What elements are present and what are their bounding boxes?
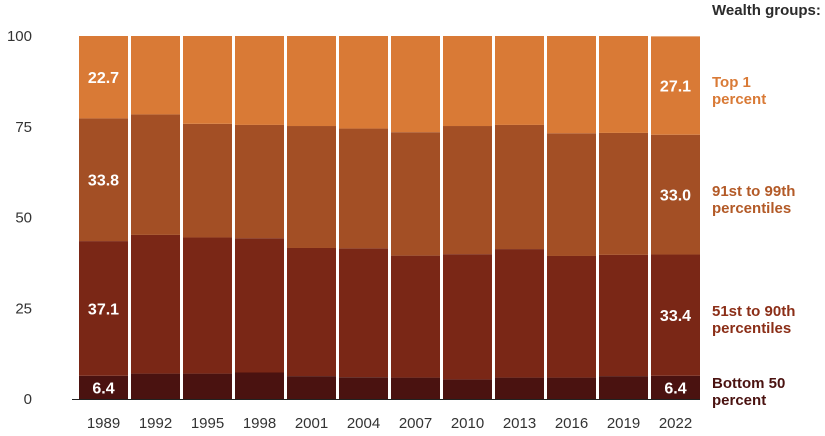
y-tick-label: 50 (15, 210, 32, 227)
bar-segment (547, 377, 596, 399)
y-tick-label: 100 (7, 28, 32, 45)
bar-segment (651, 134, 700, 255)
bar-segment (183, 123, 232, 238)
data-label: 33.8 (88, 173, 119, 190)
bar-segment (651, 254, 700, 376)
bar-segment (547, 133, 596, 256)
bar-segment (391, 255, 440, 378)
bar-segment (495, 124, 544, 250)
bar-segment (183, 373, 232, 399)
x-tick-label: 2007 (399, 415, 432, 432)
bar-segment (547, 255, 596, 378)
bar-segment (391, 377, 440, 399)
x-tick-label: 1995 (191, 415, 224, 432)
bar-segment (287, 36, 336, 127)
bar-segment (79, 375, 128, 399)
bar-segment (651, 375, 700, 399)
x-tick-label: 2010 (451, 415, 484, 432)
bar-segment (235, 238, 284, 373)
bar-segment (547, 36, 596, 134)
data-label: 22.7 (88, 70, 119, 87)
legend-item-bottom50: Bottom 50 percent (712, 375, 786, 409)
y-tick-label: 25 (15, 300, 32, 317)
bar-segment (287, 376, 336, 399)
bar-segment (235, 124, 284, 239)
x-tick-label: 2004 (347, 415, 380, 432)
data-label: 33.4 (660, 308, 691, 325)
bar-segment (599, 132, 648, 255)
x-tick-label: 1989 (87, 415, 120, 432)
bar-segment (131, 36, 180, 115)
legend-item-91-99: 91st to 99th percentiles (712, 183, 796, 217)
bar-segment (495, 377, 544, 399)
bar-segment (131, 114, 180, 235)
bar-segment (339, 377, 388, 399)
bar-segment (79, 36, 128, 119)
bar-segment (339, 248, 388, 378)
bar-segment (391, 132, 440, 256)
bar-segment (79, 241, 128, 376)
data-label: 6.4 (92, 380, 114, 397)
bar-segment (183, 36, 232, 124)
x-tick-label: 2013 (503, 415, 536, 432)
bar-segment (599, 254, 648, 377)
bar-segment (443, 126, 492, 255)
bar-segment (443, 254, 492, 380)
y-tick-label: 0 (24, 391, 32, 408)
x-tick-label: 1998 (243, 415, 276, 432)
bar-segment (79, 118, 128, 242)
bar-segment (443, 379, 492, 399)
x-tick-label: 2016 (555, 415, 588, 432)
bar-segment (495, 249, 544, 378)
bar-segment (599, 376, 648, 399)
data-label: 6.4 (664, 380, 686, 397)
bar-segment (339, 128, 388, 249)
bar-segment (131, 373, 180, 399)
x-tick-label: 1992 (139, 415, 172, 432)
bar-segment (599, 36, 648, 133)
bar-segment (391, 36, 440, 133)
bar-segment (495, 36, 544, 125)
bar-segment (443, 36, 492, 127)
legend-item-51-90: 51st to 90th percentiles (712, 303, 796, 337)
bar-segment (131, 234, 180, 374)
x-tick-label: 2001 (295, 415, 328, 432)
legend-item-top1: Top 1 percent (712, 74, 767, 108)
data-label: 37.1 (88, 301, 119, 318)
legend-title: Wealth groups: (712, 2, 821, 19)
bar-segment (339, 36, 388, 129)
bar-segment (287, 247, 336, 377)
bar-segment (651, 36, 700, 135)
bar-segment (235, 372, 284, 399)
bar-segment (287, 126, 336, 248)
bar-segment (183, 237, 232, 374)
y-tick-label: 75 (15, 119, 32, 136)
data-label: 33.0 (660, 188, 691, 205)
data-label: 27.1 (660, 79, 691, 96)
x-tick-label: 2019 (607, 415, 640, 432)
x-tick-label: 2022 (659, 415, 692, 432)
bar-segment (235, 36, 284, 125)
